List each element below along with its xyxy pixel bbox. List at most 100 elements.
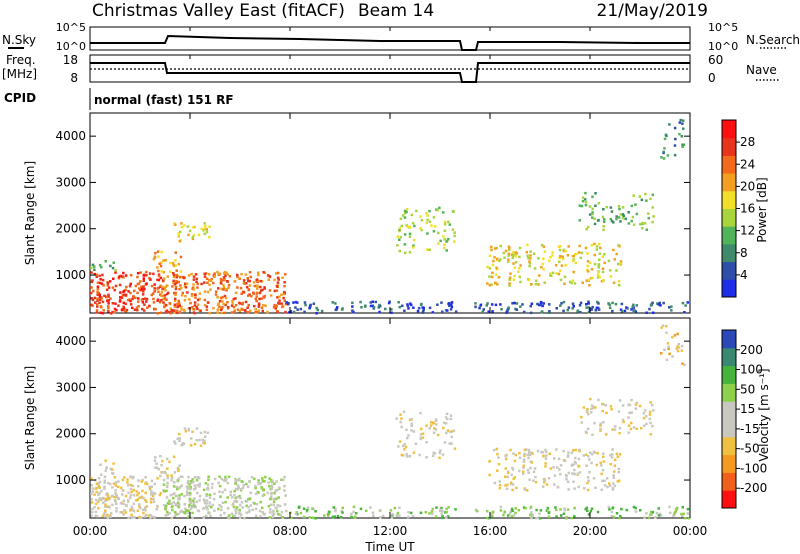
power-echo (173, 291, 176, 295)
power-echo (145, 282, 148, 285)
power-echo (615, 217, 618, 221)
velocity-echo (510, 515, 514, 518)
power-echo (129, 282, 132, 286)
power-echo (194, 273, 198, 276)
power-echo (162, 277, 166, 280)
velocity-echo (645, 512, 648, 515)
velocity-echo (597, 398, 600, 402)
power-echo (233, 309, 237, 312)
velocity-echo (634, 506, 637, 510)
power-echo (187, 274, 191, 277)
power-echo (617, 244, 620, 247)
nave-tick-bottom: 0 (708, 71, 716, 85)
power-echo (645, 311, 648, 314)
velocity-echo (136, 493, 139, 497)
velocity-echo (202, 488, 206, 492)
velocity-echo (445, 507, 448, 511)
velocity-echo (233, 514, 236, 517)
velocity-echo (162, 483, 166, 486)
velocity-echo (425, 424, 428, 427)
power-echo (662, 157, 666, 160)
power-echo (292, 310, 296, 314)
power-echo (189, 301, 192, 305)
velocity-echo (559, 514, 563, 517)
velocity-colorbar-segment (722, 490, 736, 509)
power-echo (192, 278, 196, 281)
velocity-echo (610, 456, 614, 459)
power-echo (188, 298, 191, 301)
power-echo (131, 306, 134, 310)
power-echo (181, 291, 184, 295)
power-echo (173, 309, 176, 312)
velocity-echo (548, 452, 551, 456)
power-echo (585, 303, 588, 306)
velocity-echo (217, 507, 220, 511)
power-echo (562, 309, 565, 313)
velocity-echo (308, 516, 312, 519)
power-echo (515, 252, 519, 255)
velocity-echo (418, 453, 421, 457)
velocity-echo (117, 497, 120, 500)
power-echo (618, 207, 621, 211)
power-echo (412, 238, 416, 242)
velocity-echo (657, 514, 661, 517)
velocity-echo (238, 495, 241, 498)
power-echo (104, 260, 107, 263)
power-echo (535, 279, 538, 282)
velocity-echo (125, 504, 128, 508)
velocity-echo (109, 512, 113, 515)
power-echo (164, 289, 167, 292)
power-echo (558, 248, 562, 252)
velocity-echo (183, 494, 186, 498)
velocity-echo (512, 514, 516, 517)
power-echo (236, 275, 239, 279)
power-echo (113, 288, 116, 292)
power-echo (681, 301, 685, 305)
power-echo (507, 252, 511, 255)
power-echo (581, 281, 584, 284)
power-echo (447, 220, 450, 224)
power-echo (153, 289, 157, 293)
velocity-echo (660, 352, 663, 355)
power-echo (432, 230, 436, 233)
power-echo (122, 305, 125, 309)
power-echo (179, 230, 182, 234)
velocity-echo (566, 454, 570, 457)
power-echo (178, 287, 181, 291)
power-echo (267, 278, 270, 281)
velocity-echo (545, 509, 549, 512)
power-echo (145, 297, 149, 301)
power-echo (519, 264, 522, 267)
power-echo (570, 281, 573, 285)
velocity-echo (627, 424, 631, 427)
velocity-echo (400, 417, 403, 420)
velocity-echo (570, 516, 574, 520)
power-echo (591, 195, 594, 199)
power-echo (498, 259, 501, 263)
velocity-echo (187, 509, 191, 513)
power-echo (572, 258, 575, 261)
power-echo (426, 218, 429, 222)
velocity-echo (190, 507, 193, 510)
velocity-echo (137, 479, 140, 482)
power-echo (148, 272, 152, 275)
velocity-echo (529, 505, 533, 509)
power-echo (241, 308, 244, 311)
velocity-echo (195, 479, 199, 482)
power-echo (449, 308, 453, 311)
power-echo (278, 302, 281, 305)
power-echo (263, 271, 267, 275)
power-echo (398, 238, 401, 241)
velocity-echo (587, 513, 591, 516)
beam-label: Beam 14 (358, 1, 434, 21)
velocity-echo (331, 515, 335, 518)
velocity-echo (602, 421, 605, 424)
velocity-echo (425, 441, 428, 444)
velocity-echo (96, 500, 100, 504)
velocity-echo (354, 512, 358, 515)
velocity-echo (538, 517, 542, 520)
power-echo (141, 293, 145, 296)
velocity-colorbar-tick-label: 50 (740, 382, 755, 396)
power-echo (218, 305, 221, 309)
